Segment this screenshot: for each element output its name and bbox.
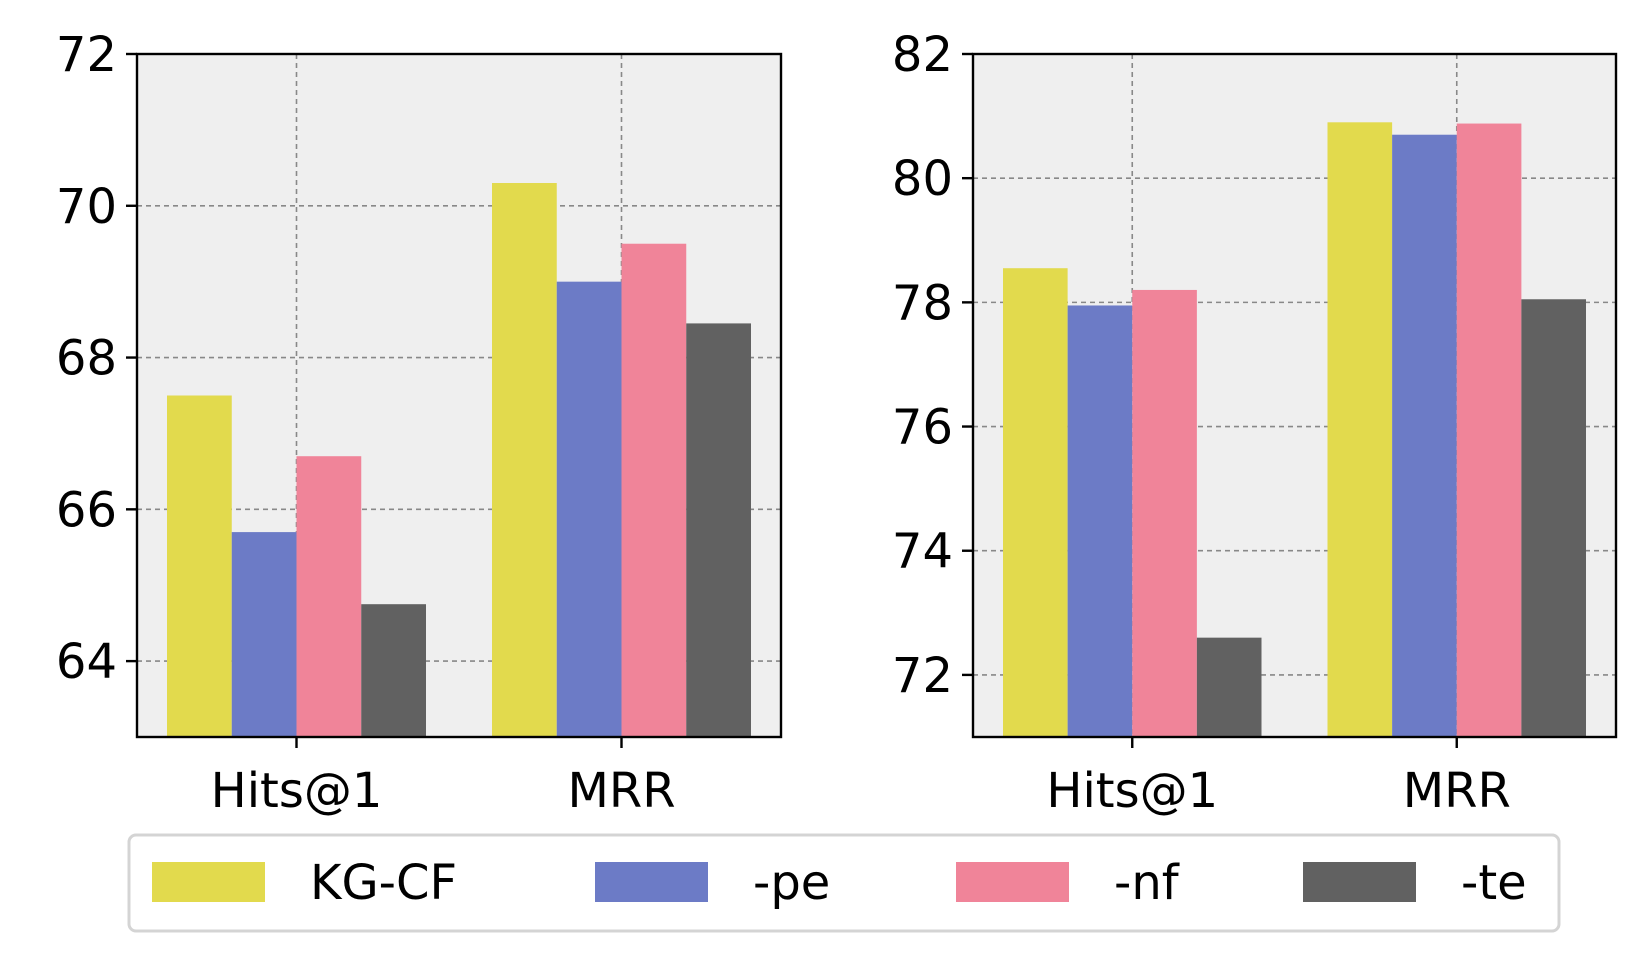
bar-kg-cf-hits-1 bbox=[167, 395, 232, 737]
bar-te-hits-1 bbox=[1196, 637, 1262, 737]
y-tick-label: 74 bbox=[892, 524, 953, 580]
legend-label-kg-cf: KG-CF bbox=[310, 855, 457, 911]
x-tick-label: Hits@1 bbox=[211, 763, 383, 819]
bar-nf-hits-1 bbox=[296, 456, 362, 737]
bar-kg-cf-hits-1 bbox=[1003, 268, 1068, 737]
legend-swatch-pe bbox=[595, 862, 708, 902]
y-tick-label: 80 bbox=[892, 151, 953, 207]
bar-pe-hits-1 bbox=[1067, 305, 1133, 737]
legend-swatch-te bbox=[1303, 862, 1416, 902]
right-chart-panel: 72 74 76 78 80 82 Hits@1 MRR bbox=[892, 27, 1618, 819]
bar-te-mrr bbox=[686, 323, 751, 737]
y-tick-label: 72 bbox=[892, 648, 953, 704]
plot-frame bbox=[135, 52, 783, 739]
y-tick-label: 68 bbox=[56, 331, 117, 387]
bar-kg-cf-mrr bbox=[1327, 122, 1393, 738]
bar-pe-hits-1 bbox=[231, 532, 297, 737]
left-chart-panel: 64 66 68 70 72 Hits@1 MRR bbox=[56, 27, 783, 819]
bar-te-mrr bbox=[1521, 299, 1586, 737]
x-tick-label: MRR bbox=[567, 763, 675, 819]
bar-pe-mrr bbox=[556, 281, 622, 737]
y-tick-label: 66 bbox=[56, 482, 117, 538]
bar-pe-mrr bbox=[1392, 134, 1457, 737]
plot-frame bbox=[971, 52, 1618, 739]
bar-nf-hits-1 bbox=[1132, 289, 1197, 737]
legend-frame bbox=[127, 833, 1561, 933]
x-tick-label: Hits@1 bbox=[1046, 763, 1218, 819]
bar-kg-cf-mrr bbox=[492, 183, 557, 737]
x-tick-label: MRR bbox=[1403, 763, 1511, 819]
bar-te-hits-1 bbox=[361, 604, 426, 737]
legend-swatch-kg-cf bbox=[152, 862, 265, 902]
legend-label-te: -te bbox=[1461, 855, 1527, 911]
bar-nf-mrr bbox=[621, 243, 687, 737]
legend-swatch-nf bbox=[956, 862, 1069, 902]
y-tick-label: 82 bbox=[892, 27, 953, 83]
y-tick-label: 70 bbox=[56, 179, 117, 235]
legend-label-pe: -pe bbox=[753, 855, 830, 911]
legend-label-nf: -nf bbox=[1114, 855, 1180, 911]
legend: KG-CF -pe -nf -te bbox=[127, 833, 1561, 933]
bar-nf-mrr bbox=[1456, 123, 1522, 738]
y-tick-label: 76 bbox=[892, 400, 953, 456]
y-tick-label: 78 bbox=[892, 275, 953, 331]
y-tick-label: 64 bbox=[56, 634, 117, 690]
y-tick-label: 72 bbox=[56, 27, 117, 83]
